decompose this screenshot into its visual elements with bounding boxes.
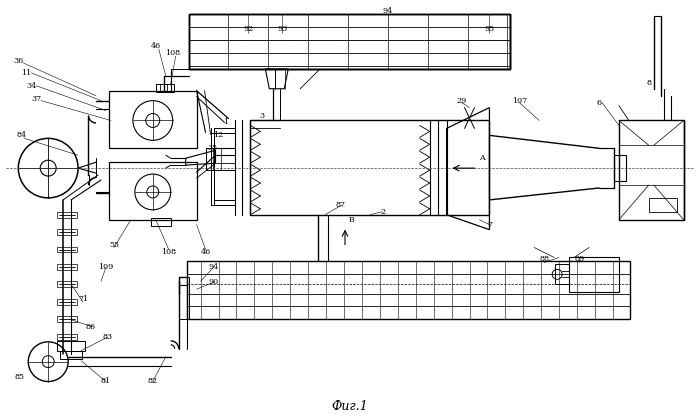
Text: A: A xyxy=(479,154,484,162)
Text: 94: 94 xyxy=(383,7,393,15)
Bar xyxy=(649,198,677,212)
Bar xyxy=(251,121,489,215)
Text: 8: 8 xyxy=(646,79,651,87)
Text: 2: 2 xyxy=(380,208,386,216)
Text: 37: 37 xyxy=(32,95,41,103)
Text: 55: 55 xyxy=(109,240,119,248)
Text: 12: 12 xyxy=(214,131,223,139)
Text: B: B xyxy=(349,216,355,224)
Text: 83: 83 xyxy=(103,333,113,341)
Text: 108: 108 xyxy=(165,49,181,57)
Bar xyxy=(57,299,77,305)
Text: 6: 6 xyxy=(596,99,601,106)
Bar xyxy=(614,155,626,181)
Bar xyxy=(188,14,510,69)
Text: 86: 86 xyxy=(86,323,96,331)
Bar xyxy=(57,265,77,270)
Bar xyxy=(57,212,77,218)
Bar xyxy=(187,261,630,319)
Text: 94: 94 xyxy=(209,263,218,271)
Bar xyxy=(57,229,77,235)
Bar xyxy=(60,351,82,359)
Text: 81: 81 xyxy=(101,376,111,384)
Text: 46: 46 xyxy=(200,248,211,255)
Text: 34: 34 xyxy=(26,82,36,90)
Bar xyxy=(206,148,235,170)
Bar xyxy=(57,316,77,322)
Bar xyxy=(188,14,510,69)
Text: 11: 11 xyxy=(21,69,32,77)
Text: 35: 35 xyxy=(207,144,218,152)
Text: 88: 88 xyxy=(539,255,550,263)
Bar xyxy=(150,218,171,226)
Bar xyxy=(555,265,569,284)
Text: 46: 46 xyxy=(150,42,161,50)
Text: 93: 93 xyxy=(277,25,288,33)
Bar xyxy=(57,334,77,340)
Text: 92: 92 xyxy=(244,25,253,33)
Text: 7: 7 xyxy=(487,221,492,229)
Text: Фиг.1: Фиг.1 xyxy=(332,400,368,413)
Bar xyxy=(57,247,77,253)
Bar xyxy=(619,121,684,220)
Text: 87: 87 xyxy=(335,201,345,209)
Text: 1: 1 xyxy=(223,119,228,126)
Bar xyxy=(57,281,77,287)
Text: 82: 82 xyxy=(148,376,158,384)
Bar xyxy=(569,258,619,292)
Text: 29: 29 xyxy=(456,97,467,105)
Text: 36: 36 xyxy=(13,57,23,65)
Bar xyxy=(178,277,188,319)
Text: 95: 95 xyxy=(484,25,494,33)
Bar xyxy=(109,91,197,148)
Bar xyxy=(188,14,510,69)
Text: 90: 90 xyxy=(209,278,218,286)
Text: 108: 108 xyxy=(161,248,176,255)
Text: 109: 109 xyxy=(98,263,113,271)
Text: 3: 3 xyxy=(260,111,265,119)
Text: 107: 107 xyxy=(512,97,527,105)
Text: 71: 71 xyxy=(78,295,88,303)
Bar xyxy=(156,84,174,92)
Bar xyxy=(57,341,85,351)
Text: 84: 84 xyxy=(16,131,27,139)
Bar xyxy=(109,162,197,220)
Text: 85: 85 xyxy=(14,373,24,381)
Text: 89: 89 xyxy=(574,255,584,263)
